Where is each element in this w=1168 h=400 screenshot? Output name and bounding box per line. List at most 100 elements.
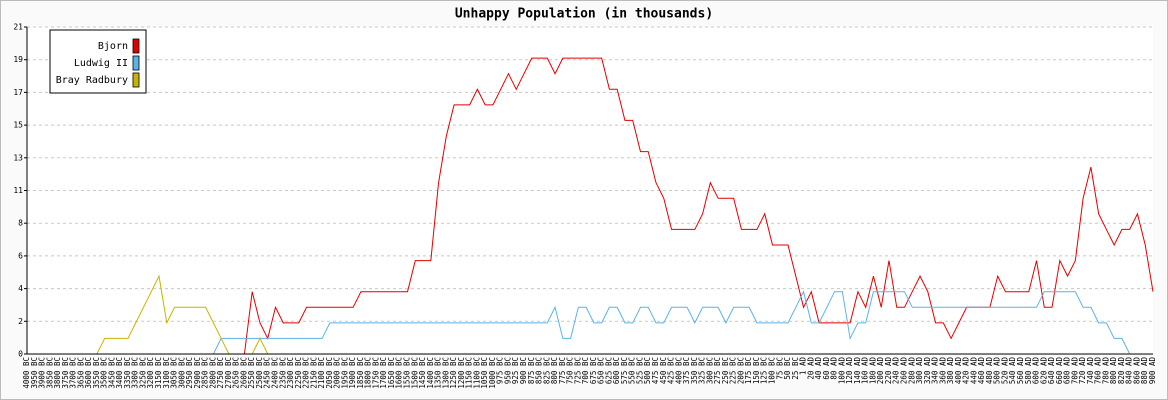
x-tick-label: 360 AD <box>938 357 947 385</box>
x-tick-label: 1 AD <box>799 357 808 376</box>
x-tick-label: 3800 BC <box>53 357 62 389</box>
x-tick-label: 3100 BC <box>162 357 171 389</box>
legend: Bjorn Ludwig II Bray Radbury <box>49 29 147 94</box>
x-tick-label: 660 AD <box>1055 357 1064 385</box>
x-tick-label: 860 AD <box>1132 357 1141 385</box>
x-tick-label: 140 AD <box>853 357 862 385</box>
axes <box>24 26 1153 355</box>
x-tick-label: 240 AD <box>892 357 901 385</box>
legend-label: Ludwig II <box>74 58 128 69</box>
x-tick-label: 760 AD <box>1094 357 1103 385</box>
x-tick-label: 1850 BC <box>356 357 365 389</box>
x-tick-label: 3650 BC <box>76 357 85 389</box>
x-tick-label: 550 BC <box>628 357 637 384</box>
x-tick-label: 60 AD <box>822 357 831 380</box>
grid <box>27 26 1153 322</box>
chart-title: Unhappy Population (in thousands) <box>455 7 713 22</box>
x-tick-label: 725 BC <box>573 357 582 384</box>
x-tick-label: 780 AD <box>1101 357 1110 385</box>
y-tick-label: 0 <box>18 350 23 359</box>
series-line <box>212 290 1131 355</box>
x-tick-label: 875 BC <box>527 357 536 384</box>
y-tick-label: 8 <box>18 219 23 228</box>
legend-swatch <box>132 72 140 88</box>
x-tick-label: 2000 BC <box>333 357 342 389</box>
x-tick-label: 4000 BC <box>22 357 31 389</box>
x-tick-label: 100 AD <box>837 357 846 385</box>
x-tick-label: 380 AD <box>946 357 955 385</box>
x-tick-label: 480 AD <box>985 357 994 385</box>
x-tick-label: 3200 BC <box>146 357 155 389</box>
x-tick-label: 1750 BC <box>371 357 380 389</box>
x-tick-label: 575 BC <box>620 357 629 384</box>
x-tick-label: 1450 BC <box>418 357 427 389</box>
x-tick-label: 375 BC <box>682 357 691 384</box>
x-tick-label: 320 AD <box>923 357 932 385</box>
x-tick-label: 900 AD <box>1148 357 1157 385</box>
x-tick-label: 225 BC <box>729 357 738 384</box>
x-tick-label: 260 AD <box>900 357 909 385</box>
x-tick-label: 540 AD <box>1008 357 1017 385</box>
x-tick-label: 700 AD <box>1070 357 1079 385</box>
x-tick-label: 2850 BC <box>201 357 210 389</box>
x-tick-label: 560 AD <box>1016 357 1025 385</box>
x-tick-label: 720 AD <box>1078 357 1087 385</box>
x-tick-label: 120 AD <box>845 357 854 385</box>
x-tick-label: 50 BC <box>783 357 792 380</box>
legend-label: Bray Radbury <box>56 75 128 86</box>
x-tick-label: 800 BC <box>550 357 559 384</box>
x-tick-label: 2450 BC <box>263 357 272 389</box>
x-tick-label: 2750 BC <box>216 357 225 389</box>
x-tick-label: 325 BC <box>698 357 707 384</box>
y-tick-label: 13 <box>13 153 23 162</box>
x-tick-label: 680 AD <box>1063 357 1072 385</box>
x-tick-label: 420 AD <box>962 357 971 385</box>
x-tick-label: 1350 BC <box>434 357 443 389</box>
y-tick-label: 11 <box>13 186 23 195</box>
x-tick-label: 880 AD <box>1140 357 1149 385</box>
x-tick-label: 1300 BC <box>441 357 450 389</box>
x-tick-label: 3300 BC <box>131 357 140 389</box>
x-tick-label: 840 AD <box>1125 357 1134 385</box>
x-tick-label: 300 AD <box>915 357 924 385</box>
y-tick-label: 2 <box>18 317 23 326</box>
x-tick-label: 2650 BC <box>232 357 241 389</box>
x-tick-label: 950 BC <box>503 357 512 384</box>
x-tick-label: 2250 BC <box>294 357 303 389</box>
x-tick-label: 200 AD <box>876 357 885 385</box>
x-tick-label: 500 BC <box>643 357 652 384</box>
x-tick-label: 700 BC <box>581 357 590 384</box>
x-tick-label: 425 BC <box>667 357 676 384</box>
x-tick-label: 440 AD <box>969 357 978 385</box>
x-tick-label: 975 BC <box>496 357 505 384</box>
x-tick-label: 350 BC <box>690 357 699 384</box>
x-tick-label: 300 BC <box>705 357 714 384</box>
x-tick-label: 200 BC <box>736 357 745 384</box>
x-tick-label: 740 AD <box>1086 357 1095 385</box>
x-tick-label: 640 AD <box>1047 357 1056 385</box>
x-tick-label: 2400 BC <box>270 357 279 389</box>
x-tick-label: 1800 BC <box>364 357 373 389</box>
legend-box <box>49 29 147 94</box>
x-tick-label: 3600 BC <box>84 357 93 389</box>
x-tick-label: 520 AD <box>1000 357 1009 385</box>
x-tick-label: 1900 BC <box>348 357 357 389</box>
x-tick-label: 20 AD <box>806 357 815 380</box>
x-tick-label: 400 AD <box>954 357 963 385</box>
series-line <box>221 57 1154 355</box>
legend-swatch <box>132 38 140 54</box>
y-tick-label: 15 <box>13 121 23 130</box>
x-tick-label: 400 BC <box>674 357 683 384</box>
y-tick-label: 21 <box>13 23 23 32</box>
x-tick-label: 500 AD <box>993 357 1002 385</box>
x-tick-label: 2500 BC <box>255 357 264 389</box>
x-tick-label: 280 AD <box>907 357 916 385</box>
x-tick-label: 1650 BC <box>387 357 396 389</box>
x-tick-label: 3350 BC <box>123 357 132 389</box>
legend-label: Bjorn <box>98 41 128 52</box>
x-tick-label: 40 AD <box>814 357 823 380</box>
x-tick-label: 3450 BC <box>107 357 116 389</box>
x-tick-label: 275 BC <box>713 357 722 384</box>
